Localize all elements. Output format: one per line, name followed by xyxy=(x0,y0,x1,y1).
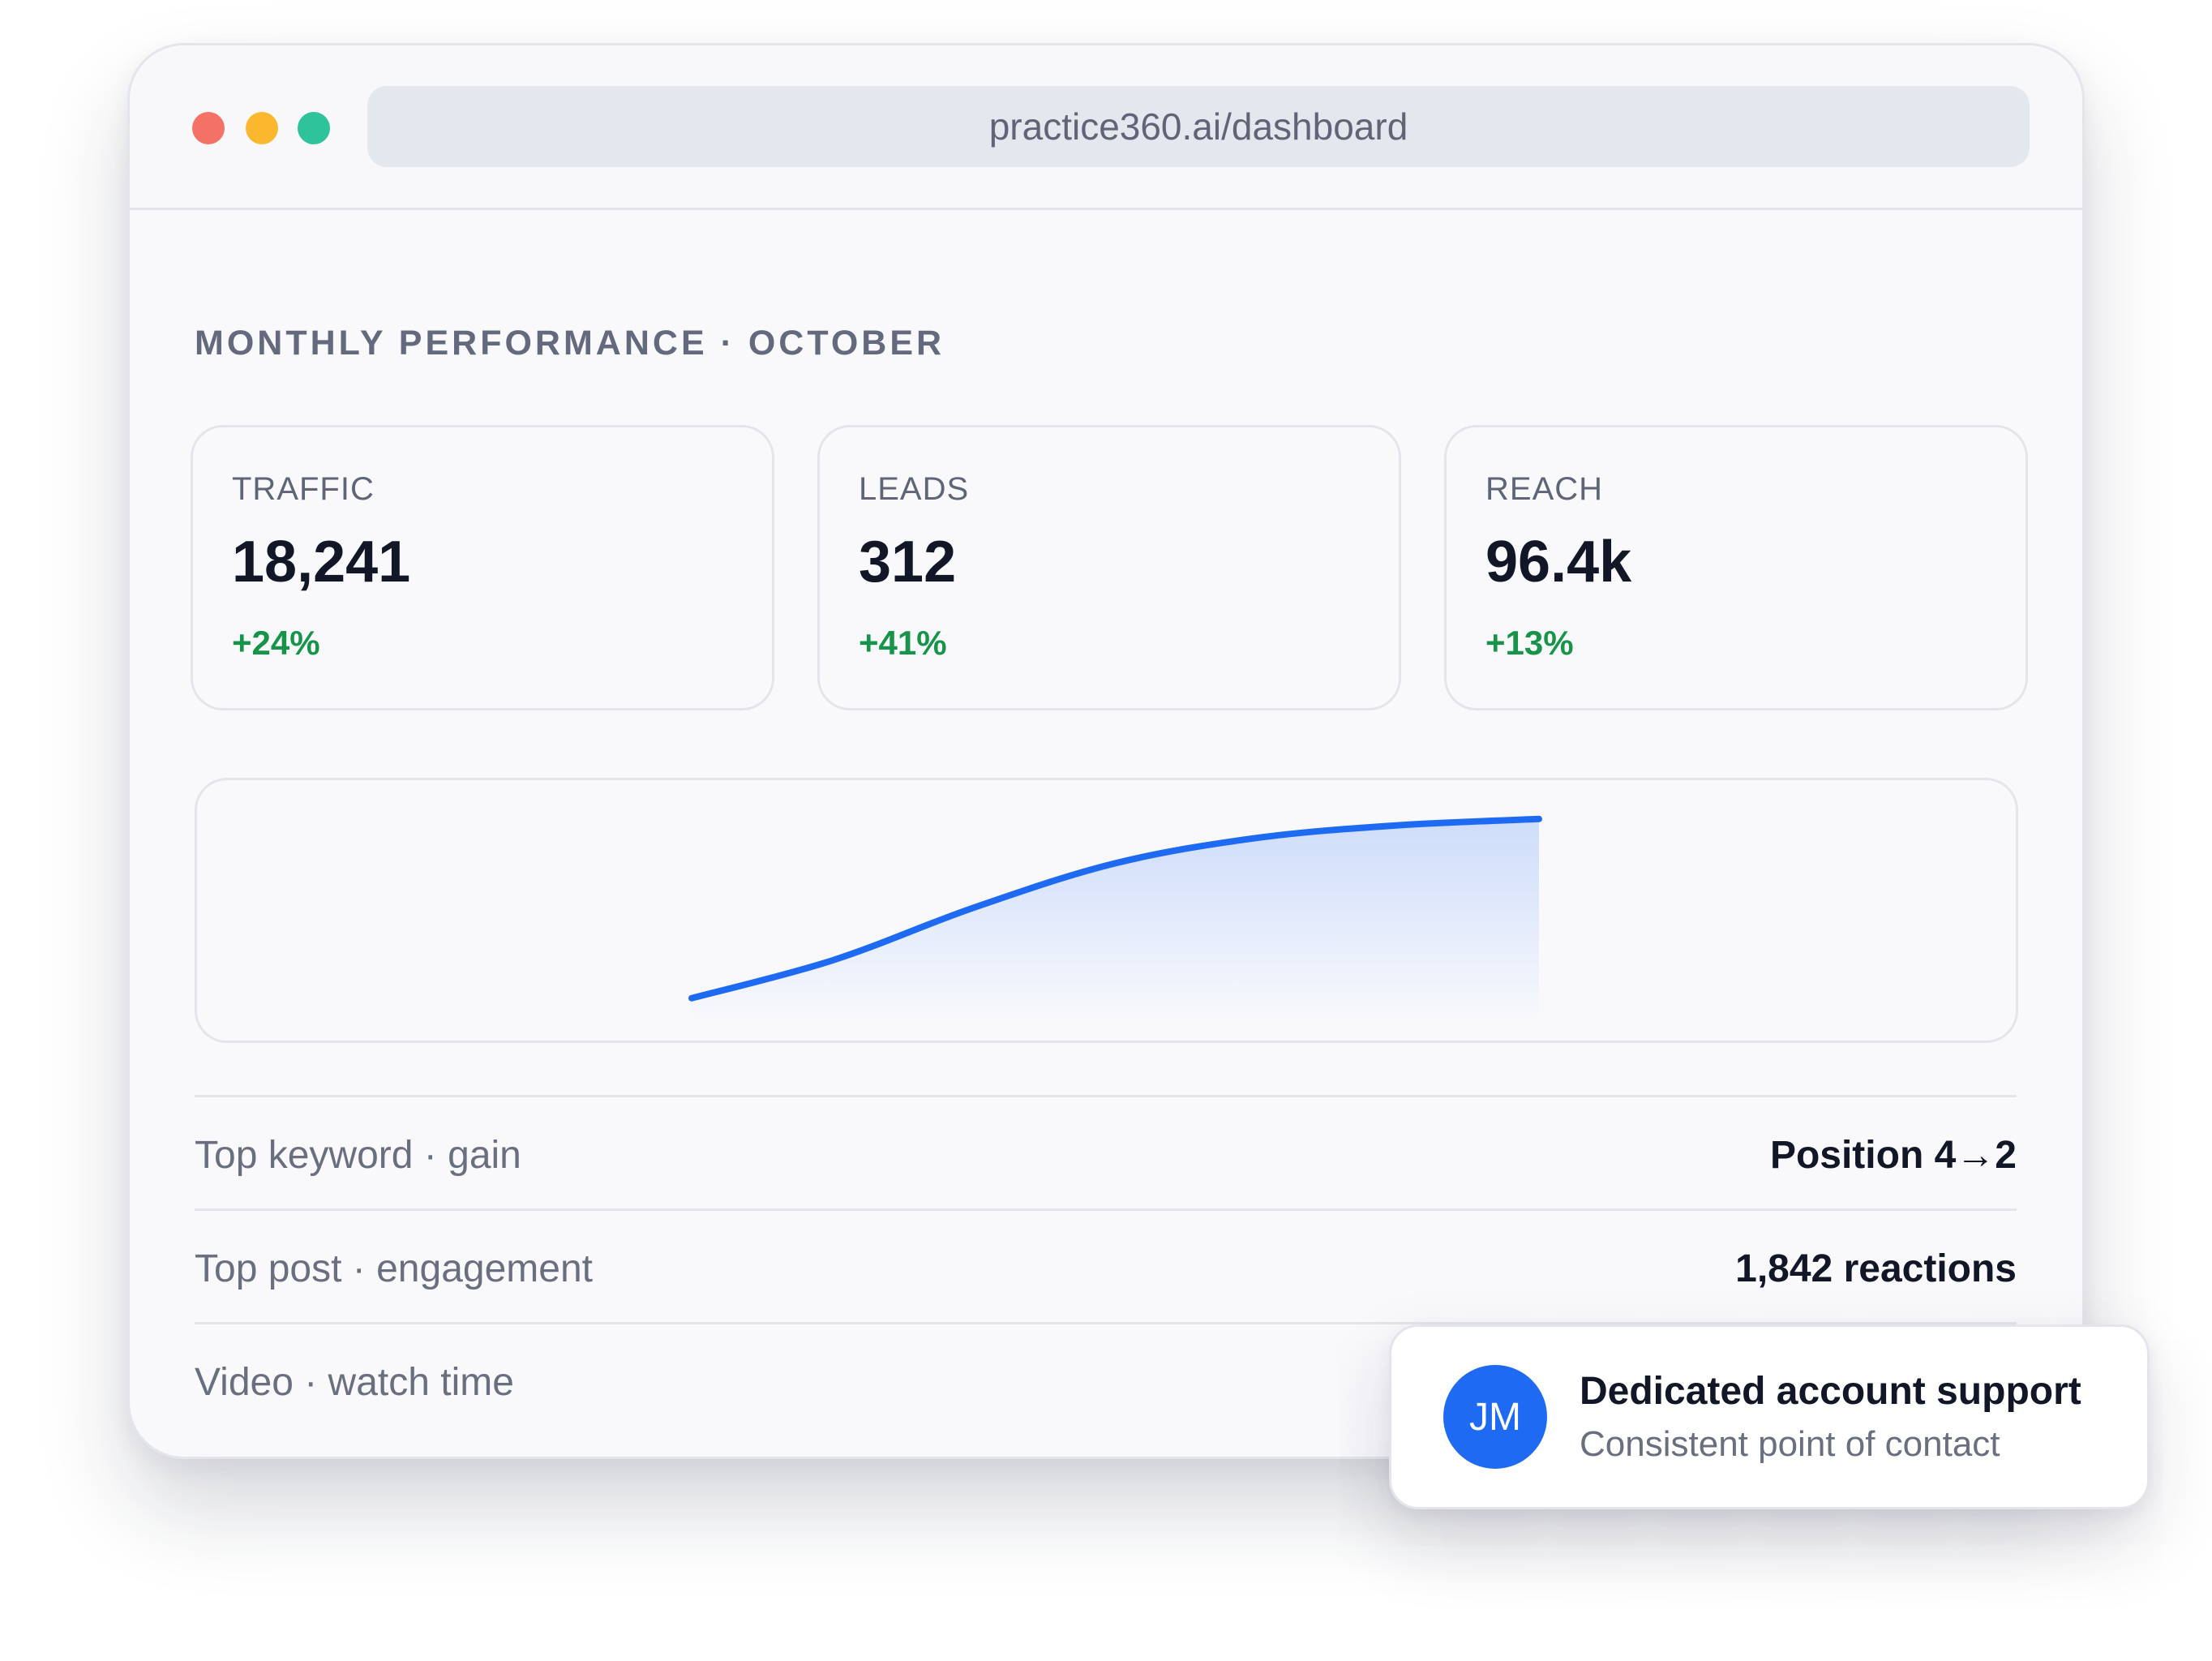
metric-label: Top post · engagement xyxy=(195,1247,593,1290)
stat-card-reach: REACH 96.4k +13% xyxy=(1444,425,2028,710)
close-window-button[interactable] xyxy=(192,112,225,144)
stat-label: LEADS xyxy=(859,471,970,507)
chart-series-line xyxy=(688,815,1542,1002)
address-bar[interactable]: practice360.ai/dashboard xyxy=(367,86,2030,167)
metric-row-video: Video · watch time xyxy=(195,1322,2017,1438)
stat-change: +24% xyxy=(232,624,320,662)
metric-label: Top keyword · gain xyxy=(195,1134,521,1177)
minimize-window-button[interactable] xyxy=(246,112,278,144)
stat-value: 96.4k xyxy=(1485,530,1632,594)
metric-value: 1,842 reactions xyxy=(1735,1247,2017,1290)
browser-window: practice360.ai/dashboard MONTHLY PERFORM… xyxy=(127,43,2085,1459)
page-title: MONTHLY PERFORMANCE · OCTOBER xyxy=(195,324,945,363)
avatar: JM xyxy=(1443,1365,1547,1469)
metric-label: Video · watch time xyxy=(195,1361,514,1404)
stat-value: 312 xyxy=(859,530,957,594)
stat-change: +41% xyxy=(859,624,947,662)
stat-change: +13% xyxy=(1485,624,1574,662)
toast-subtitle: Consistent point of contact xyxy=(1580,1424,2000,1464)
stat-label: TRAFFIC xyxy=(232,471,375,507)
metric-row-keyword: Top keyword · gain Position 4→2 xyxy=(195,1095,2017,1211)
trend-chart-svg xyxy=(688,815,1542,1024)
metric-value: Position 4→2 xyxy=(1769,1134,2017,1177)
stat-label: REACH xyxy=(1485,471,1604,507)
metric-row-post: Top post · engagement 1,842 reactions xyxy=(195,1208,2017,1324)
stat-card-leads: LEADS 312 +41% xyxy=(817,425,1401,710)
browser-titlebar: practice360.ai/dashboard xyxy=(130,45,2082,210)
maximize-window-button[interactable] xyxy=(298,112,330,144)
toast-title: Dedicated account support xyxy=(1580,1370,2081,1413)
support-toast[interactable]: JM Dedicated account support Consistent … xyxy=(1389,1324,2150,1509)
stat-value: 18,241 xyxy=(232,530,411,594)
trend-chart xyxy=(195,778,2018,1043)
chart-area-fill xyxy=(692,818,1539,1024)
stat-card-traffic: TRAFFIC 18,241 +24% xyxy=(191,425,774,710)
